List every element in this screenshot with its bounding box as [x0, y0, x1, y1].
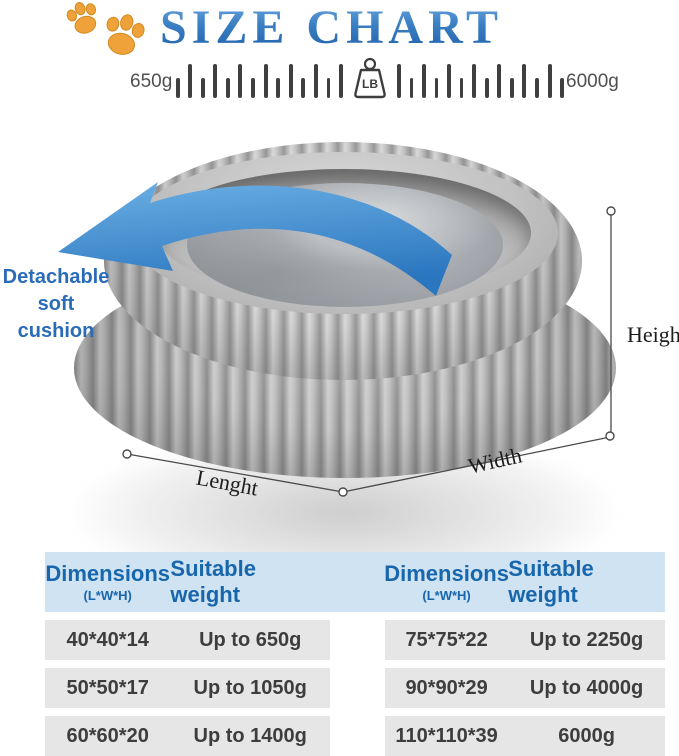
dimension-cell: 60*60*20	[66, 724, 149, 747]
table-row: 90*90*29 Up to 4000g	[385, 668, 665, 708]
paw-icon	[61, 0, 107, 45]
detachable-cushion-note-line1: Detachable	[2, 266, 110, 288]
table1-header-dimensions: Dimensions (L*W*H)	[45, 561, 171, 603]
weight-cell: Up to 650g	[199, 628, 302, 651]
size-table-right: 75*75*22 Up to 2250g 90*90*29 Up to 4000…	[385, 612, 665, 756]
weight-cell: Up to 1400g	[193, 724, 307, 747]
weight-scale-icon: LB	[346, 57, 394, 106]
paw-icon	[95, 8, 151, 67]
size-table-area: Dimensions (L*W*H) Suitable weight Dimen…	[45, 552, 665, 756]
page-title: SIZE CHART	[160, 0, 560, 55]
table-row: 75*75*22 Up to 2250g	[385, 620, 665, 660]
table-row: 50*50*17 Up to 1050g	[45, 668, 330, 708]
dimension-cell: 110*110*39	[395, 724, 498, 747]
weight-cell: 6000g	[558, 724, 615, 747]
ruler-ticks-right	[397, 62, 564, 98]
detachable-cushion-note: Detachable soft cushion	[0, 264, 112, 345]
weight-cell: Up to 4000g	[529, 676, 644, 699]
dimension-cell: 40*40*14	[66, 628, 149, 651]
ruler-ticks-left	[176, 62, 343, 98]
weight-unit-label: LB	[362, 77, 378, 91]
bed-cushion	[187, 183, 503, 307]
pet-bed-photo	[60, 130, 620, 595]
height-label: Height	[627, 322, 679, 347]
size-table-left: 40*40*14 Up to 650g 50*50*17 Up to 1050g…	[45, 612, 330, 756]
table1-header-weight: Suitable weight	[170, 556, 256, 607]
table-row: 60*60*20 Up to 1400g	[45, 716, 330, 756]
ruler-min-label: 650g	[130, 71, 173, 92]
weight-cell: Up to 1050g	[193, 676, 307, 699]
weight-cell: Up to 2250g	[529, 628, 644, 651]
ruler-max-label: 6000g	[566, 71, 619, 92]
table-header-band: Dimensions (L*W*H) Suitable weight Dimen…	[45, 552, 665, 612]
dimension-cell: 50*50*17	[66, 676, 149, 699]
table2-header-weight: Suitable weight	[508, 556, 594, 607]
dimension-cell: 75*75*22	[405, 628, 488, 651]
table-row: 110*110*39 6000g	[385, 716, 665, 756]
dimension-cell: 90*90*29	[405, 676, 488, 699]
table-row: 40*40*14 Up to 650g	[45, 620, 330, 660]
detachable-cushion-note-line2: soft cushion	[17, 293, 95, 342]
table2-header-dimensions: Dimensions (L*W*H)	[384, 561, 509, 603]
